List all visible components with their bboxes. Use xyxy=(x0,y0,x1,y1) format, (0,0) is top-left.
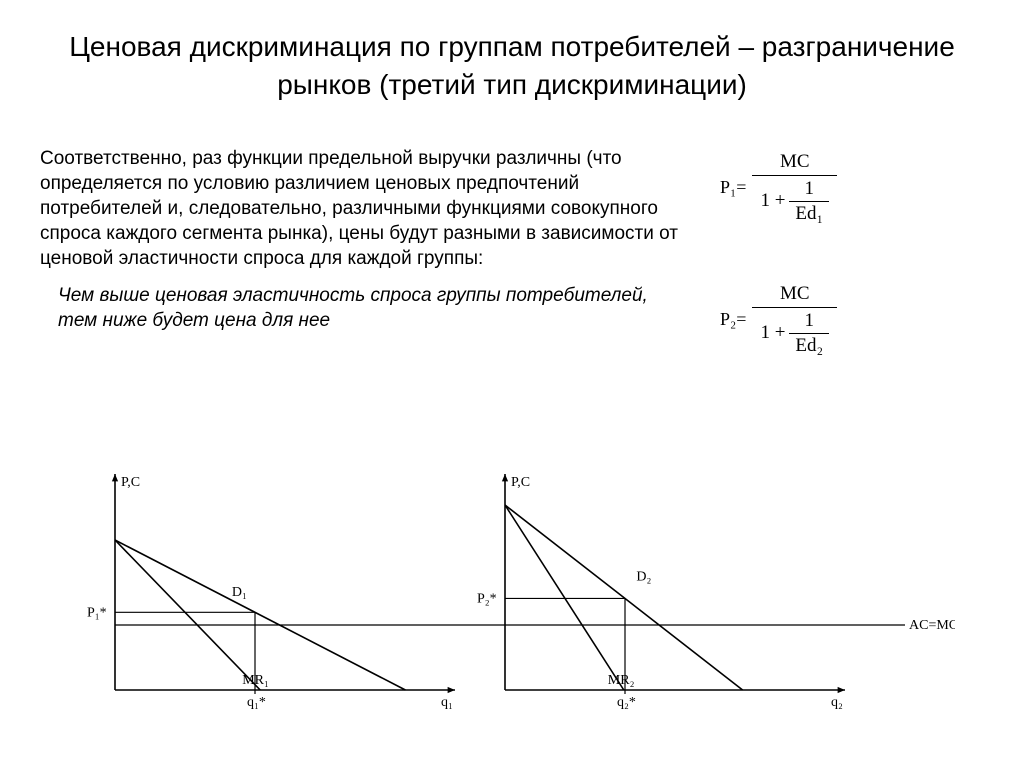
formula1-den-left: 1 + xyxy=(760,190,785,212)
svg-text:q₁*: q₁* xyxy=(247,695,266,710)
svg-text:P,C: P,C xyxy=(511,475,530,490)
formula2-inner-num: 1 xyxy=(799,310,821,333)
content-row: Соответственно, раз функции предельной в… xyxy=(40,146,984,357)
formula2-den-left: 1 + xyxy=(760,322,785,344)
formula1-numerator: MC xyxy=(772,151,818,175)
formula1-lhs: P₁= xyxy=(720,177,746,198)
formula-1: P₁= MC 1 + 1 Ed₁ xyxy=(720,151,837,225)
page-title: Ценовая дискриминация по группам потреби… xyxy=(40,28,984,104)
text-column: Соответственно, раз функции предельной в… xyxy=(40,146,680,357)
italic-note: Чем выше ценовая эластичность спроса гру… xyxy=(58,283,680,333)
svg-text:D₂: D₂ xyxy=(636,570,651,585)
svg-text:P,C: P,C xyxy=(121,475,140,490)
svg-text:q₂: q₂ xyxy=(831,695,843,710)
formula2-numerator: MC xyxy=(772,283,818,307)
formula2-inner-den: Ed₂ xyxy=(789,333,829,357)
formula-2: P₂= MC 1 + 1 Ed₂ xyxy=(720,283,837,357)
price-discrimination-charts: P,Cq₁D₁MR₁AC=MCP₁*q₁*P,Cq₂D₂MR₂P₂*q₂* xyxy=(75,460,955,730)
svg-text:P₁*: P₁* xyxy=(87,605,107,620)
svg-text:q₂*: q₂* xyxy=(617,695,636,710)
svg-text:P₂*: P₂* xyxy=(477,591,497,606)
formula2-lhs: P₂= xyxy=(720,309,746,330)
svg-text:MR₂: MR₂ xyxy=(608,673,635,688)
svg-text:q₁: q₁ xyxy=(441,695,453,710)
svg-text:AC=MC: AC=MC xyxy=(909,618,955,633)
svg-text:D₁: D₁ xyxy=(232,585,247,600)
main-paragraph: Соответственно, раз функции предельной в… xyxy=(40,146,680,271)
formula1-inner-den: Ed₁ xyxy=(789,201,829,225)
formula1-inner-num: 1 xyxy=(799,178,821,201)
formula-column: P₁= MC 1 + 1 Ed₁ P₂= MC xyxy=(690,146,984,357)
